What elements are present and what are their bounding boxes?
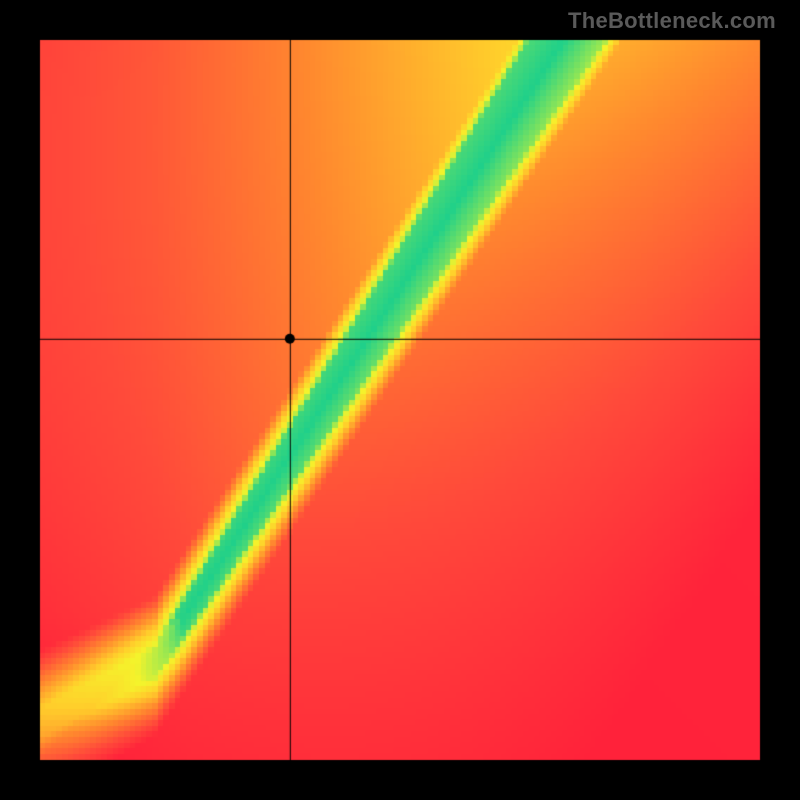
- bottleneck-heatmap: [0, 0, 800, 800]
- watermark-text: TheBottleneck.com: [568, 8, 776, 34]
